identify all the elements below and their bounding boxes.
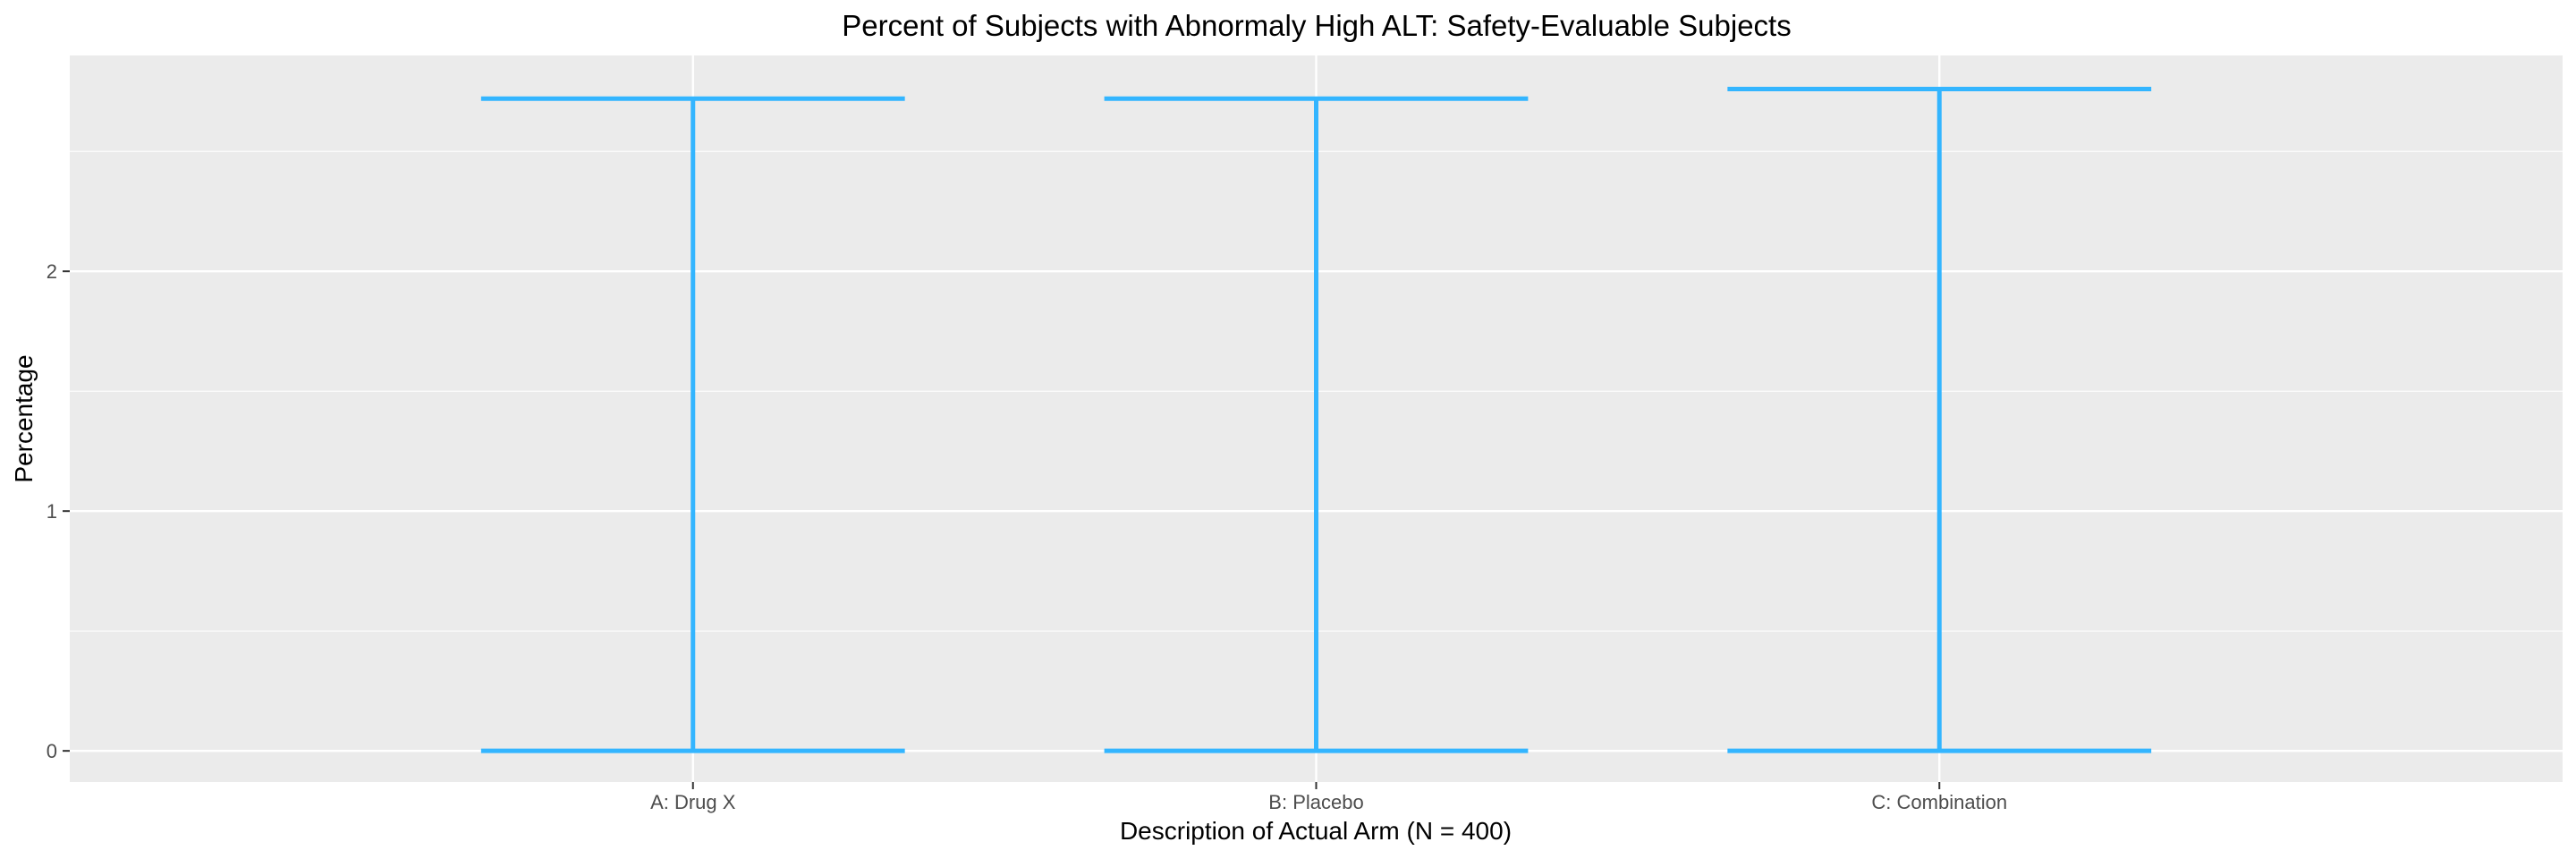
error-bar (1104, 96, 1529, 753)
x-tick-label: A: Drug X (650, 791, 736, 813)
y-tick-label: 0 (47, 740, 57, 762)
x-tick-label: C: Combination (1871, 791, 2007, 813)
x-tick-label: B: Placebo (1268, 791, 1363, 813)
x-axis-ticks: A: Drug X B: Placebo C: Combination (650, 782, 2007, 813)
x-axis-title: Description of Actual Arm (N = 400) (1120, 817, 1512, 845)
error-bars (480, 87, 2152, 753)
error-bar (1727, 87, 2152, 753)
error-bar (480, 96, 905, 753)
y-axis-title: Percentage (10, 354, 38, 482)
y-tick-label: 2 (47, 260, 57, 283)
y-tick-label: 1 (47, 500, 57, 523)
y-axis-ticks: 0 1 2 (47, 260, 70, 762)
chart-title: Percent of Subjects with Abnormaly High … (842, 9, 1791, 42)
